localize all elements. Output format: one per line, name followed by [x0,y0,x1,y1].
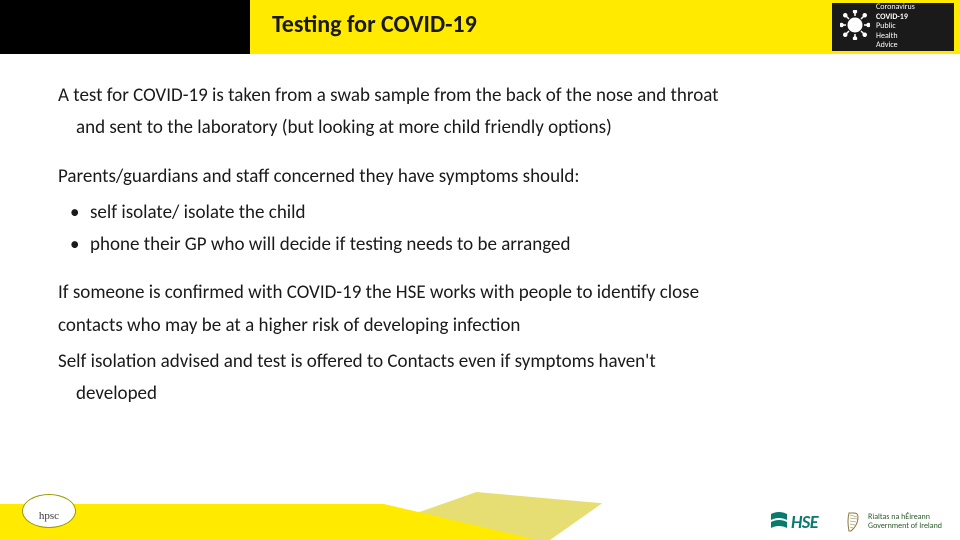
hse-text: HSE [791,511,818,533]
covid-advice-logo: Coronavirus COVID-19 Public Health Advic… [832,3,954,51]
logo-line4: Advice [876,41,915,51]
hpsc-logo: hpsc [22,494,76,528]
harp-icon [846,511,862,533]
paragraph-2: Parents/guardians and staff concerned th… [58,161,918,193]
list-item: phone their GP who will decide if testin… [58,229,918,261]
footer-logos: HSE Rialtas na hÉireann Government of Ir… [769,510,942,534]
list-item: self isolate/ isolate the child [58,197,918,229]
p3-line1: If someone is confirmed with COVID-19 th… [58,277,918,309]
p3-line2: contacts who may be at a higher risk of … [58,310,918,342]
slide: Testing for COVID-19 Coronavirus COVID-1 [0,0,960,540]
virus-icon [840,10,870,45]
p4-line2: developed [58,378,918,410]
paragraph-1: A test for COVID-19 is taken from a swab… [58,80,918,145]
paragraph-4: Self isolation advised and test is offer… [58,346,918,411]
p1-line1: A test for COVID-19 is taken from a swab… [58,80,918,112]
page-title: Testing for COVID-19 [272,10,477,39]
gov-line2: Government of Ireland [868,522,942,531]
paragraph-3: If someone is confirmed with COVID-19 th… [58,277,918,342]
footer: hpsc HSE Rialtas na hÉ [0,480,960,540]
gov-ireland-logo: Rialtas na hÉireann Government of Irelan… [846,511,942,533]
hse-logo: HSE [769,510,818,534]
hse-wave-icon [769,510,789,534]
p4-line1: Self isolation advised and test is offer… [58,346,918,378]
gov-text: Rialtas na hÉireann Government of Irelan… [868,513,942,531]
header-black-block [0,0,250,54]
bullet-list: self isolate/ isolate the child phone th… [58,197,918,262]
slide-body: A test for COVID-19 is taken from a swab… [58,80,918,427]
p1-line2: and sent to the laboratory (but looking … [58,112,918,144]
covid-advice-logo-text: Coronavirus COVID-19 Public Health Advic… [876,3,915,51]
